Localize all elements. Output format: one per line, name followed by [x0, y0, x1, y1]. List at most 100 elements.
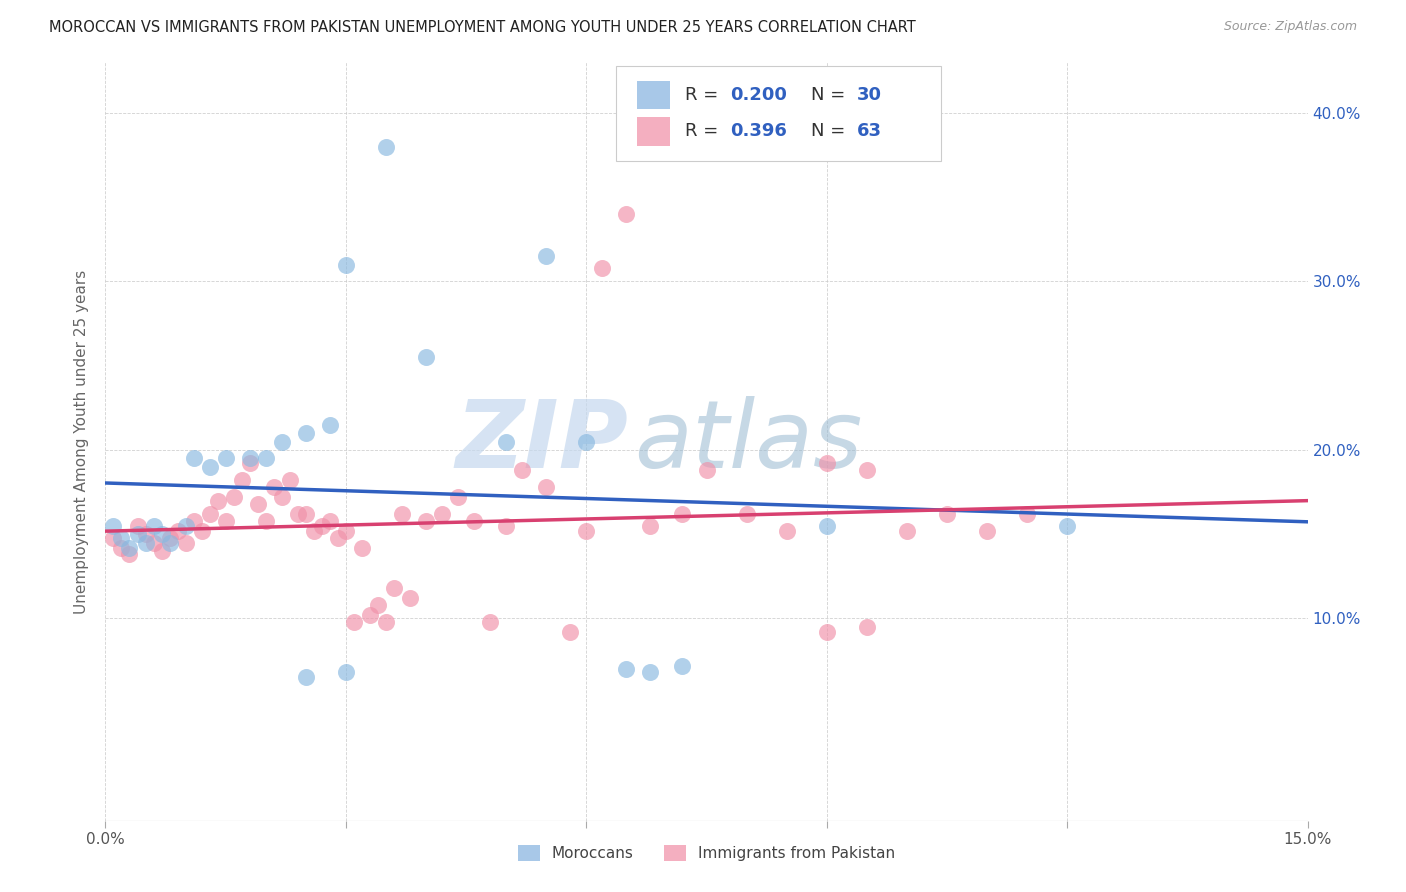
Point [510, 463, 533, 477]
Point [207, 493, 229, 508]
Point [815, 518, 838, 533]
Text: 0.200: 0.200 [731, 86, 787, 104]
Text: 63: 63 [856, 122, 882, 140]
Point [399, 591, 422, 606]
Point [110, 541, 132, 555]
Text: MOROCCAN VS IMMIGRANTS FROM PAKISTAN UNEMPLOYMENT AMONG YOUTH UNDER 25 YEARS COR: MOROCCAN VS IMMIGRANTS FROM PAKISTAN UNE… [49, 20, 915, 35]
Point [302, 524, 325, 538]
Point [174, 535, 197, 549]
Text: Source: ZipAtlas.com: Source: ZipAtlas.com [1223, 20, 1357, 33]
Point [278, 473, 301, 487]
Point [150, 527, 173, 541]
Y-axis label: Unemployment Among Youth under 25 years: Unemployment Among Youth under 25 years [75, 269, 90, 614]
Point [976, 524, 998, 538]
Point [222, 490, 245, 504]
Text: 30: 30 [856, 86, 882, 104]
Point [174, 518, 197, 533]
Point [855, 620, 877, 634]
FancyBboxPatch shape [637, 117, 671, 145]
Point [295, 426, 318, 441]
Point [127, 527, 149, 541]
Point [295, 670, 318, 684]
Point [855, 463, 877, 477]
Point [335, 524, 357, 538]
Point [135, 535, 157, 549]
Text: ZIP: ZIP [456, 395, 628, 488]
Point [1056, 518, 1078, 533]
Point [671, 507, 693, 521]
Point [495, 434, 517, 449]
Point [270, 434, 292, 449]
Point [696, 463, 718, 477]
Point [246, 497, 269, 511]
Point [198, 459, 221, 474]
Point [415, 514, 437, 528]
Point [118, 548, 141, 562]
Point [391, 507, 413, 521]
Point [536, 480, 558, 494]
Point [214, 514, 236, 528]
Point [375, 139, 398, 153]
FancyBboxPatch shape [637, 80, 671, 110]
Point [190, 524, 212, 538]
Point [183, 451, 205, 466]
Point [936, 507, 959, 521]
Point [463, 514, 485, 528]
Point [616, 662, 638, 676]
Point [198, 507, 221, 521]
Point [536, 249, 558, 263]
Point [270, 490, 292, 504]
Point [896, 524, 918, 538]
Point [127, 518, 149, 533]
Point [375, 615, 398, 629]
Point [142, 518, 165, 533]
Point [479, 615, 502, 629]
Point [776, 524, 799, 538]
Point [640, 665, 662, 680]
Point [495, 518, 517, 533]
Point [135, 527, 157, 541]
Point [159, 535, 181, 549]
Point [319, 514, 342, 528]
Point [263, 480, 285, 494]
Point [239, 457, 262, 471]
Point [150, 544, 173, 558]
Point [214, 451, 236, 466]
Point [311, 518, 333, 533]
Point [415, 351, 437, 365]
Point [575, 434, 598, 449]
Point [239, 451, 262, 466]
Point [560, 624, 582, 639]
Text: N =: N = [811, 122, 851, 140]
Point [343, 615, 366, 629]
Point [231, 473, 253, 487]
Text: N =: N = [811, 86, 851, 104]
Point [183, 514, 205, 528]
Point [295, 507, 318, 521]
Point [671, 658, 693, 673]
Point [1017, 507, 1039, 521]
Point [103, 531, 125, 545]
Point [254, 451, 277, 466]
Point [142, 535, 165, 549]
Text: R =: R = [685, 86, 724, 104]
Point [640, 518, 662, 533]
Point [430, 507, 453, 521]
Point [447, 490, 470, 504]
Point [335, 258, 357, 272]
Point [382, 581, 405, 595]
Point [166, 524, 188, 538]
Point [335, 665, 357, 680]
Point [118, 541, 141, 555]
Point [591, 260, 613, 275]
Point [359, 608, 381, 623]
Point [103, 518, 125, 533]
Text: R =: R = [685, 122, 724, 140]
Point [319, 417, 342, 432]
Point [326, 531, 349, 545]
Text: 0.396: 0.396 [731, 122, 787, 140]
FancyBboxPatch shape [616, 66, 941, 161]
Text: atlas: atlas [634, 396, 863, 487]
Point [815, 624, 838, 639]
Point [159, 531, 181, 545]
